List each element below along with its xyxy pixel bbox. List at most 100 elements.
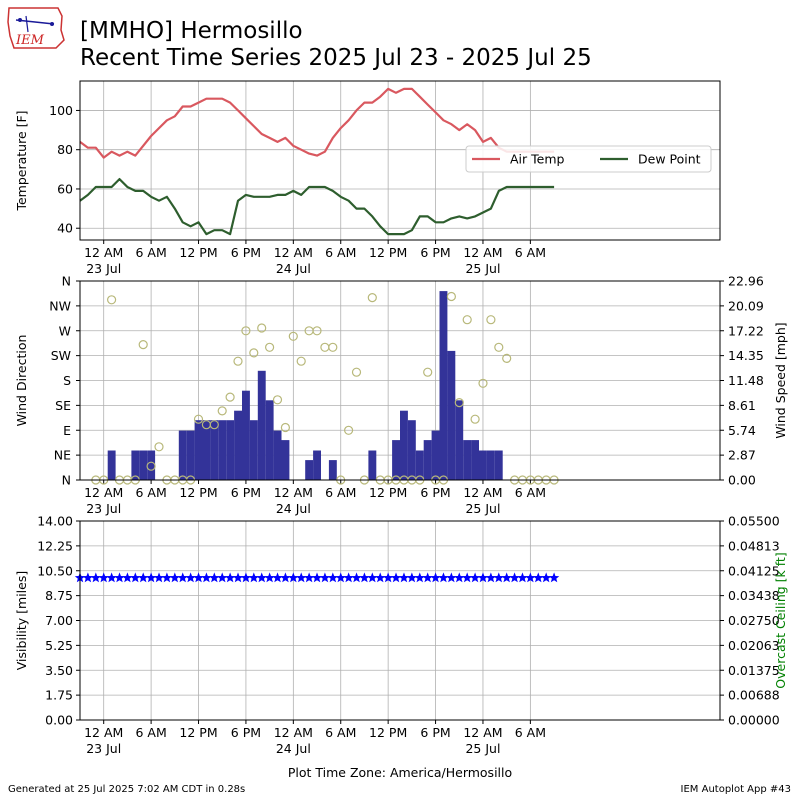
vis-y-tick-label: 5.25 — [45, 638, 73, 653]
wind-speed-tick-label: 5.74 — [728, 423, 756, 438]
wind-speed-bar — [234, 410, 242, 480]
wind-dir-tick-label: E — [63, 423, 71, 438]
visibility-star-point — [130, 572, 141, 583]
wind-direction-point — [138, 340, 148, 350]
vis-x-tick-label: 12 AM — [84, 725, 123, 740]
visibility-star-point — [454, 572, 465, 583]
wind-direction-point — [344, 425, 354, 435]
visibility-star-point — [343, 572, 354, 583]
visibility-star-point — [264, 572, 275, 583]
wind-direction-point — [280, 422, 290, 433]
wind-x-tick-label: 6 PM — [420, 485, 450, 500]
x-axis-label: Plot Time Zone: America/Hermosillo — [288, 765, 512, 780]
visibility-star-point — [390, 572, 402, 583]
wind-x-tick-label: 12 AM — [463, 485, 502, 500]
ceiling-y-tick-label: 0.03438 — [728, 588, 780, 603]
wind-direction-point — [446, 291, 456, 302]
wind-direction-point — [272, 395, 283, 405]
visibility-star-point — [114, 572, 125, 583]
wind-direction-point — [312, 326, 322, 336]
wind-speed-bar — [273, 430, 282, 480]
vis-x-date-label: 23 Jul — [86, 741, 121, 756]
visibility-star-point — [485, 572, 497, 583]
temp-y-tick-label: 80 — [57, 142, 73, 157]
chart-title: [MMHO] Hermosillo — [80, 18, 303, 44]
visibility-star-point — [335, 572, 346, 583]
wind-speed-bar — [439, 291, 448, 480]
wind-x-tick-label: 12 AM — [84, 485, 123, 500]
wind-speed-tick-label: 20.09 — [728, 298, 764, 313]
temp-x-date-label: 24 Jul — [276, 261, 311, 276]
wind-speed-bar — [407, 420, 416, 480]
wind-speed-bar — [139, 450, 148, 480]
temp-x-tick-label: 12 PM — [179, 245, 217, 260]
wind-direction-point — [249, 348, 259, 358]
visibility-star-point — [438, 572, 449, 583]
wind-speed-bar — [131, 450, 140, 480]
visibility-star-point — [525, 572, 536, 583]
iem-logo: IEM — [6, 6, 66, 54]
footer-app-label: IEM Autoplot App #43 — [680, 784, 791, 795]
wind-x-tick-label: 12 AM — [274, 485, 313, 500]
visibility-star-point — [509, 572, 520, 583]
visibility-star-point — [272, 572, 283, 583]
wind-x-tick-label: 6 AM — [325, 485, 356, 500]
wind-speed-tick-label: 8.61 — [728, 398, 756, 413]
wind-speed-bar — [455, 400, 464, 480]
vis-x-tick-label: 12 AM — [274, 725, 313, 740]
wind-direction-point — [146, 461, 156, 471]
wind-direction-point — [106, 295, 117, 305]
visibility-star-point — [382, 572, 394, 583]
wind-direction-point — [241, 326, 251, 336]
visibility-star-point — [201, 572, 212, 583]
vis-y-tick-label: 3.50 — [45, 663, 73, 678]
wind-speed-bar — [226, 420, 235, 480]
visibility-star-point — [517, 572, 528, 583]
wind-speed-tick-label: 17.22 — [728, 323, 764, 338]
visibility-star-point — [224, 572, 236, 583]
vis-x-date-label: 25 Jul — [465, 741, 500, 756]
wind-direction-point — [328, 342, 338, 352]
visibility-star-point — [469, 572, 481, 583]
visibility-star-point — [422, 572, 433, 583]
visibility-star-point — [185, 572, 196, 583]
vis-x-tick-label: 6 AM — [515, 725, 546, 740]
wind-speed-bar — [210, 420, 219, 480]
wind-speed-bar — [265, 400, 274, 480]
wind-direction-point — [225, 392, 235, 402]
wind-speed-bar — [400, 410, 408, 480]
wind-direction-point — [351, 367, 362, 377]
wind-speed-tick-label: 11.48 — [728, 373, 764, 388]
wind-x-tick-label: 12 PM — [369, 485, 407, 500]
wind-speed-bar — [257, 370, 266, 480]
visibility-star-point — [288, 572, 299, 583]
temp-y-tick-label: 60 — [57, 181, 73, 196]
chart-subtitle: Recent Time Series 2025 Jul 23 - 2025 Ju… — [80, 45, 592, 71]
wind-direction-point — [486, 315, 496, 325]
footer-generated-text: Generated at 25 Jul 2025 7:02 AM CDT in … — [8, 784, 246, 795]
temp-x-tick-label: 6 PM — [231, 245, 261, 260]
legend-dew-point-label: Dew Point — [638, 152, 701, 167]
wind-x-date-label: 25 Jul — [465, 501, 500, 516]
wind-dir-tick-label: W — [59, 323, 71, 338]
wind-direction-point — [154, 442, 164, 452]
visibility-star-point — [311, 572, 323, 583]
temp-y-tick-label: 40 — [57, 221, 73, 236]
wind-speed-bar — [313, 450, 321, 480]
wind-speed-tick-label: 2.87 — [728, 448, 756, 463]
temp-x-tick-label: 12 PM — [369, 245, 407, 260]
visibility-star-point — [193, 572, 204, 583]
vis-x-date-label: 24 Jul — [276, 741, 311, 756]
wind-speed-bar — [107, 450, 116, 480]
visibility-star-point — [153, 572, 165, 583]
vis-x-tick-label: 12 AM — [463, 725, 502, 740]
wind-dir-tick-label: S — [63, 373, 71, 388]
wind-direction-point — [423, 367, 433, 377]
visibility-star-point — [367, 572, 378, 583]
temp-x-date-label: 25 Jul — [465, 261, 500, 276]
visibility-star-point — [540, 572, 552, 583]
wind-speed-bar — [218, 420, 227, 480]
wind-direction-point — [494, 342, 504, 352]
wind-speed-bar — [202, 420, 211, 480]
